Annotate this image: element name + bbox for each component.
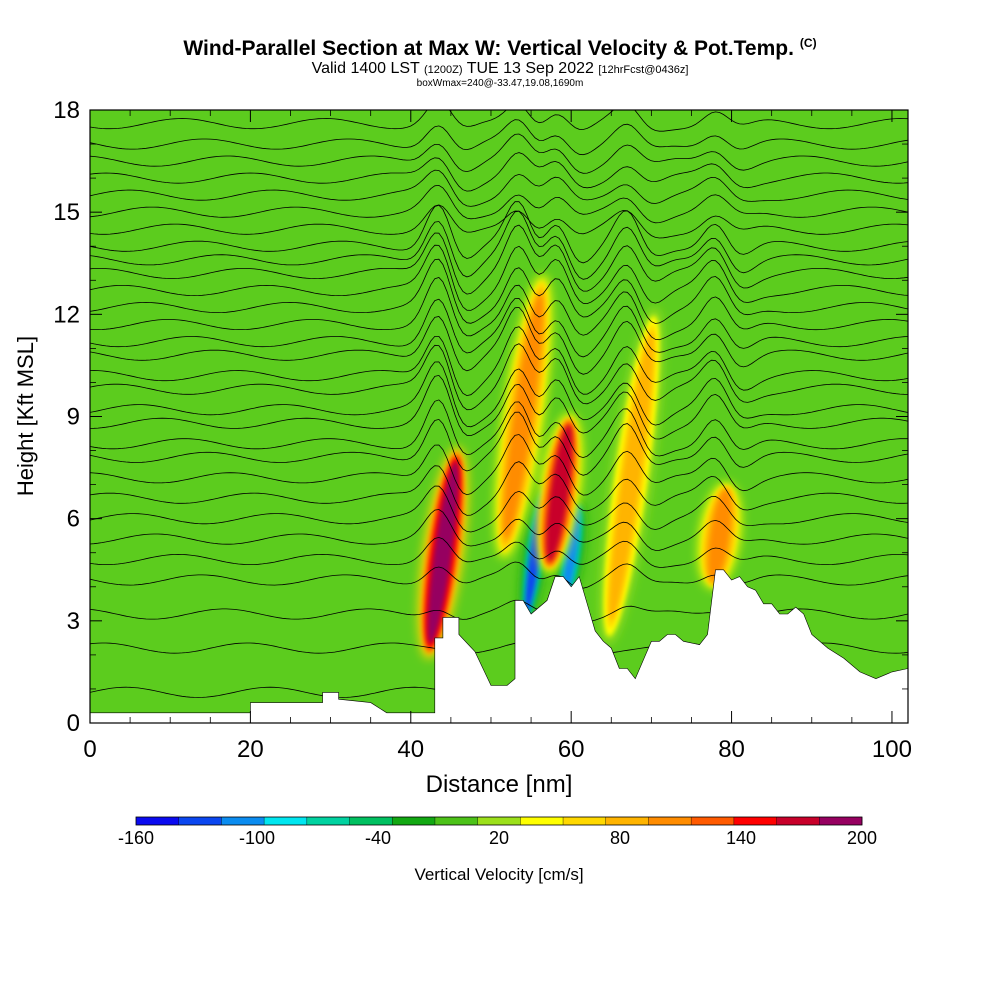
title-text: Wind-Parallel Section at Max W: Vertical… xyxy=(183,37,794,60)
colorbar-swatch xyxy=(648,817,692,825)
theta-contour xyxy=(90,536,908,568)
theta-contour xyxy=(90,306,908,375)
theta-contour xyxy=(90,244,908,311)
x-tick-label: 80 xyxy=(718,736,745,763)
y-tick-label: 0 xyxy=(67,710,80,737)
x-tick-label: 100 xyxy=(872,736,912,763)
theta-contour xyxy=(90,258,908,324)
colorbar-swatch xyxy=(221,817,265,825)
x-axis-label: Distance [nm] xyxy=(426,771,573,798)
valid-lst: Valid 1400 LST xyxy=(311,60,420,77)
copyright-mark: (C) xyxy=(799,36,817,50)
theta-contour xyxy=(90,133,908,174)
colorbar-swatch xyxy=(178,817,222,825)
colorbar-tick-label: -40 xyxy=(365,828,391,848)
y-tick-label: 6 xyxy=(67,506,80,533)
colorbar-swatch xyxy=(392,817,436,825)
colorbar-swatch xyxy=(264,817,308,825)
x-tick-label: 20 xyxy=(237,736,264,763)
terrain xyxy=(90,569,908,723)
theta-contour xyxy=(90,399,908,459)
theta-contour xyxy=(90,204,908,239)
y-tick-label: 12 xyxy=(53,301,80,328)
updraft-cell-level xyxy=(708,490,731,582)
colorbar-swatch xyxy=(605,817,649,825)
y-axis-label: Height [Kft MSL] xyxy=(13,336,38,496)
colorbar-swatch xyxy=(776,817,820,825)
theta-contour xyxy=(90,411,908,476)
colorbar-tick-label: 140 xyxy=(726,828,756,848)
colorbar-swatch xyxy=(306,817,350,825)
colorbar-tick-label: 80 xyxy=(610,828,630,848)
theta-contour xyxy=(90,210,908,280)
colorbar-swatch xyxy=(349,817,393,825)
colorbar-swatch xyxy=(733,817,777,825)
theta-contour xyxy=(90,485,908,533)
colorbar-swatch xyxy=(819,817,863,825)
theta-contour xyxy=(90,201,908,264)
updraft-cell-level xyxy=(546,424,573,562)
y-tick-label: 3 xyxy=(67,608,80,635)
theta-contour xyxy=(90,184,908,224)
updraft-cell xyxy=(536,413,583,573)
colorbar-frame xyxy=(135,816,863,826)
updraft-cell xyxy=(698,482,742,589)
downdraft-cell-level xyxy=(563,507,580,599)
colorbar-tick-label: -100 xyxy=(239,828,275,848)
colorbar-swatch xyxy=(136,817,180,825)
x-tick-label: 0 xyxy=(83,736,96,763)
valid-time-line: Valid 1400 LST (1200Z) TUE 13 Sep 2022 [… xyxy=(0,60,1000,78)
chart-title: Wind-Parallel Section at Max W: Vertical… xyxy=(0,36,1000,61)
y-tick-label: 9 xyxy=(67,404,80,431)
colorbar-swatch xyxy=(563,817,607,825)
colorbar-tick-label: -160 xyxy=(118,828,154,848)
theta-contour xyxy=(90,152,908,192)
theta-contour xyxy=(90,297,908,358)
x-tick-label: 60 xyxy=(558,736,585,763)
x-tick-label: 40 xyxy=(397,736,424,763)
updraft-cell xyxy=(600,307,663,645)
theta-contour xyxy=(90,434,908,496)
theta-contour xyxy=(90,277,908,341)
colorbar-swatch xyxy=(520,817,564,825)
y-tick-label: 18 xyxy=(53,97,80,124)
theta-contour xyxy=(90,461,908,516)
valid-date: TUE 13 Sep 2022 xyxy=(466,60,594,77)
valid-utc: (1200Z) xyxy=(424,64,463,76)
updraft-cell-level xyxy=(609,331,654,621)
theta-contour xyxy=(90,343,908,411)
colorbar-tick-label: 20 xyxy=(489,828,509,848)
axes: 0 20 40 60 80 100 0 3 6 9 12 15 18 xyxy=(53,97,912,763)
theta-contour xyxy=(90,361,908,428)
colorbar-swatch xyxy=(477,817,521,825)
theta-contour xyxy=(90,169,908,207)
y-tick-label: 15 xyxy=(53,199,80,226)
theta-contour xyxy=(90,326,908,397)
forecast-info: [12hrFcst@0436z] xyxy=(598,64,689,76)
theta-contour xyxy=(90,509,908,551)
theta-contour xyxy=(90,561,908,589)
colorbar: -160 -100 -40 20 80 140 200 xyxy=(118,816,877,848)
colorbar-label: Vertical Velocity [cm/s] xyxy=(414,865,583,884)
theta-contour xyxy=(90,374,908,440)
box-wmax-info: boxWmax=240@-33.47,19.08,1690m xyxy=(416,78,584,89)
theta-contour xyxy=(90,119,908,156)
colorbar-tick-label: 200 xyxy=(847,828,877,848)
theta-contour xyxy=(90,224,908,295)
colorbar-swatch xyxy=(434,817,478,825)
theta-contour xyxy=(90,110,908,132)
colorbar-swatch xyxy=(691,817,735,825)
